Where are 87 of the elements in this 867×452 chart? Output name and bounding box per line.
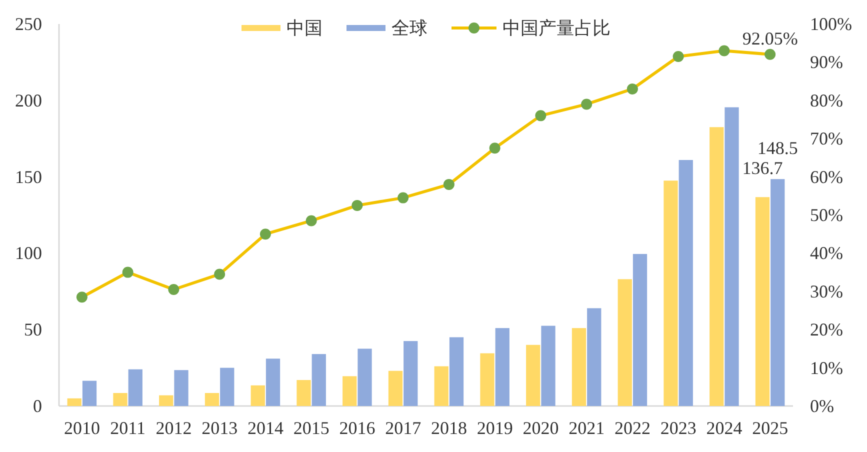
point — [214, 268, 226, 280]
value-label: 136.7 — [742, 158, 783, 178]
bar — [250, 385, 265, 406]
bar — [541, 326, 556, 406]
bar — [755, 197, 770, 406]
point — [443, 178, 454, 190]
bar — [404, 341, 418, 406]
bar — [664, 180, 678, 406]
value-label: 92.05% — [742, 28, 798, 48]
bar — [480, 353, 494, 406]
point — [672, 50, 684, 62]
x-tick-label: 2018 — [430, 418, 467, 438]
bar — [113, 393, 128, 406]
point — [489, 142, 500, 154]
y2-tick-label: 80% — [810, 90, 843, 110]
point — [76, 292, 88, 303]
bar — [174, 370, 188, 406]
y-tick-label: 50 — [24, 320, 42, 340]
x-tick-label: 2019 — [476, 418, 513, 438]
bar — [449, 337, 464, 406]
point — [535, 110, 546, 122]
point — [260, 228, 271, 240]
bar — [312, 354, 326, 406]
value-label: 148.5 — [757, 138, 798, 158]
y-tick-label: 150 — [15, 166, 42, 187]
bar — [67, 398, 82, 406]
y2-tick-label: 0% — [810, 396, 834, 416]
x-tick-label: 2020 — [522, 418, 559, 438]
legend-label: 全球 — [392, 18, 428, 38]
bar — [204, 393, 220, 406]
y-tick-label: 250 — [15, 14, 42, 34]
point — [718, 45, 730, 56]
bar — [128, 369, 142, 406]
x-tick-label: 2023 — [660, 418, 696, 438]
point — [306, 215, 317, 226]
bar — [220, 368, 234, 406]
y-tick-label: 100 — [15, 243, 42, 264]
point — [764, 48, 776, 60]
y-tick-label: 0 — [33, 396, 42, 416]
y2-tick-label: 70% — [810, 128, 843, 149]
x-tick-label: 2010 — [64, 418, 100, 438]
y2-tick-label: 90% — [810, 52, 843, 72]
y2-tick-label: 20% — [810, 320, 843, 340]
y2-tick-label: 30% — [810, 281, 843, 302]
y2-tick-label: 40% — [810, 243, 843, 264]
bar — [572, 328, 586, 406]
y-tick-label: 200 — [15, 90, 42, 110]
bar — [388, 370, 403, 406]
legend-label: 中国产量占比 — [502, 18, 610, 38]
point — [398, 192, 409, 204]
bar — [342, 376, 357, 406]
x-tick-label: 2022 — [614, 418, 650, 438]
x-tick-label: 2025 — [752, 418, 788, 438]
bar — [296, 380, 311, 406]
bar — [159, 395, 174, 406]
x-tick-label: 2015 — [293, 418, 330, 438]
bar — [526, 344, 540, 406]
x-tick-label: 2011 — [110, 418, 146, 438]
bar — [82, 380, 97, 406]
y2-tick-label: 10% — [810, 358, 843, 378]
point — [168, 284, 180, 295]
legend-label: 中国 — [286, 18, 322, 38]
bar — [587, 308, 602, 406]
y2-tick-label: 100% — [810, 14, 852, 34]
point — [581, 98, 592, 110]
bar — [710, 127, 724, 406]
bar — [266, 358, 280, 406]
x-tick-label: 2021 — [568, 418, 605, 438]
x-tick-label: 2016 — [339, 418, 376, 438]
bar — [618, 279, 632, 406]
bar — [495, 328, 510, 406]
x-tick-label: 2017 — [385, 418, 422, 438]
x-tick-label: 2012 — [156, 418, 192, 438]
bar — [678, 160, 693, 406]
point — [122, 266, 134, 278]
bar — [770, 179, 785, 406]
y2-tick-label: 60% — [810, 166, 843, 187]
y2-tick-label: 50% — [810, 205, 843, 225]
point — [626, 83, 638, 94]
x-tick-label: 2024 — [706, 418, 742, 438]
bar — [434, 366, 448, 406]
bar — [358, 348, 372, 406]
point — [352, 200, 363, 211]
bar — [724, 107, 739, 406]
x-tick-label: 2013 — [202, 418, 238, 438]
x-tick-label: 2014 — [247, 418, 284, 438]
bar — [632, 254, 648, 406]
